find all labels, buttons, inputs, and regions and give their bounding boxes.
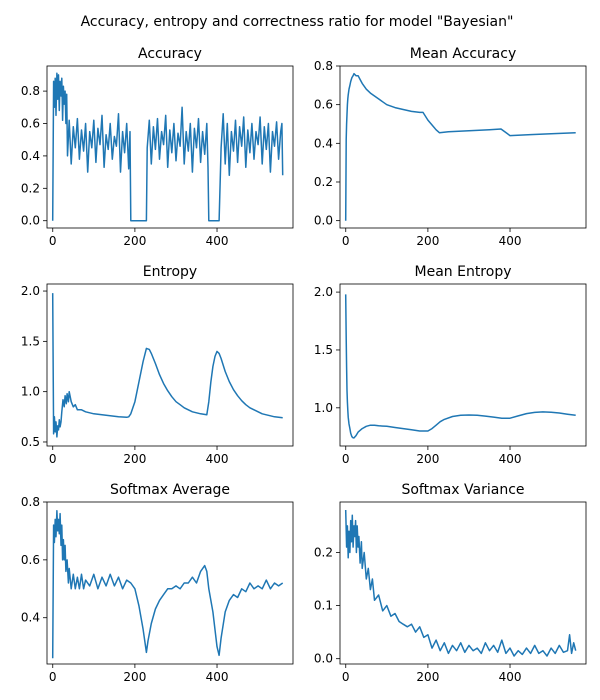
y-tick-label: 1.0 bbox=[21, 385, 40, 399]
y-tick-label: 1.5 bbox=[21, 334, 40, 348]
y-tick-label: 0.8 bbox=[21, 495, 40, 509]
x-tick-label: 200 bbox=[416, 670, 439, 684]
x-tick-label: 0 bbox=[49, 670, 57, 684]
y-tick-label: 0.4 bbox=[21, 611, 40, 625]
y-tick-label: 0.4 bbox=[314, 136, 333, 150]
x-tick-label: 0 bbox=[342, 234, 350, 248]
chart-panel: Entropy 0 200 400 0.5 1.0 1.5 2.0 bbox=[21, 264, 294, 466]
y-tick-label: 0.4 bbox=[21, 149, 40, 163]
x-tick-label: 0 bbox=[49, 452, 57, 466]
y-tick-label: 0.8 bbox=[21, 84, 40, 98]
x-tick-label: 0 bbox=[49, 234, 57, 248]
panel-title: Entropy bbox=[143, 264, 197, 280]
y-tick-label: 0.6 bbox=[314, 98, 333, 112]
y-tick-label: 2.0 bbox=[314, 285, 333, 299]
y-tick-label: 0.2 bbox=[314, 175, 333, 189]
x-tick-label: 200 bbox=[123, 452, 146, 466]
panel-title: Accuracy bbox=[138, 46, 202, 62]
series-line bbox=[51, 72, 284, 222]
chart-panel: Softmax Variance 0 200 400 0.0 0.1 0.2 bbox=[314, 482, 587, 684]
y-tick-label: 1.5 bbox=[314, 343, 333, 357]
panel-title: Softmax Variance bbox=[401, 482, 524, 498]
x-tick-label: 400 bbox=[499, 452, 522, 466]
plot-area bbox=[339, 65, 587, 229]
plot-area bbox=[339, 283, 587, 447]
plot-area bbox=[46, 65, 294, 229]
figure-title: Accuracy, entropy and correctness ratio … bbox=[81, 14, 514, 30]
series-line bbox=[51, 293, 283, 438]
y-tick-label: 0.6 bbox=[21, 553, 40, 567]
chart-panel: Mean Accuracy 0 200 400 0.0 0.2 0.4 0.6 0.8 bbox=[314, 46, 587, 248]
chart-panel: Mean Entropy 0 200 400 1.0 1.5 2.0 bbox=[314, 264, 587, 466]
x-tick-label: 400 bbox=[499, 234, 522, 248]
series-line bbox=[51, 509, 284, 659]
x-tick-label: 200 bbox=[416, 452, 439, 466]
x-tick-label: 0 bbox=[342, 670, 350, 684]
plot-area bbox=[46, 283, 294, 447]
x-tick-label: 200 bbox=[123, 670, 146, 684]
series-line bbox=[344, 294, 576, 439]
plot-area bbox=[339, 501, 587, 665]
chart-panel: Softmax Average 0 200 400 0.4 0.6 0.8 bbox=[21, 482, 294, 684]
x-tick-label: 200 bbox=[123, 234, 146, 248]
panel-title: Softmax Average bbox=[110, 482, 230, 498]
x-tick-label: 0 bbox=[342, 452, 350, 466]
chart-panel: Accuracy 0 200 400 0.0 0.2 0.4 0.6 0.8 bbox=[21, 46, 294, 248]
plot-area bbox=[46, 501, 294, 665]
y-tick-label: 2.0 bbox=[21, 284, 40, 298]
y-tick-label: 0.2 bbox=[314, 545, 333, 559]
x-tick-label: 400 bbox=[499, 670, 522, 684]
series-line bbox=[344, 72, 576, 221]
y-tick-label: 0.0 bbox=[21, 214, 40, 228]
x-tick-label: 400 bbox=[206, 234, 229, 248]
y-tick-label: 0.0 bbox=[314, 214, 333, 228]
y-tick-label: 0.2 bbox=[21, 181, 40, 195]
series-line bbox=[344, 509, 577, 657]
panel-title: Mean Entropy bbox=[415, 264, 512, 280]
x-tick-label: 400 bbox=[206, 452, 229, 466]
panel-title: Mean Accuracy bbox=[410, 46, 517, 62]
y-tick-label: 1.0 bbox=[314, 401, 333, 415]
y-tick-label: 0.5 bbox=[21, 435, 40, 449]
y-tick-label: 0.0 bbox=[314, 652, 333, 666]
x-tick-label: 400 bbox=[206, 670, 229, 684]
y-tick-label: 0.8 bbox=[314, 59, 333, 73]
x-tick-label: 200 bbox=[416, 234, 439, 248]
y-tick-label: 0.1 bbox=[314, 599, 333, 613]
y-tick-label: 0.6 bbox=[21, 117, 40, 131]
